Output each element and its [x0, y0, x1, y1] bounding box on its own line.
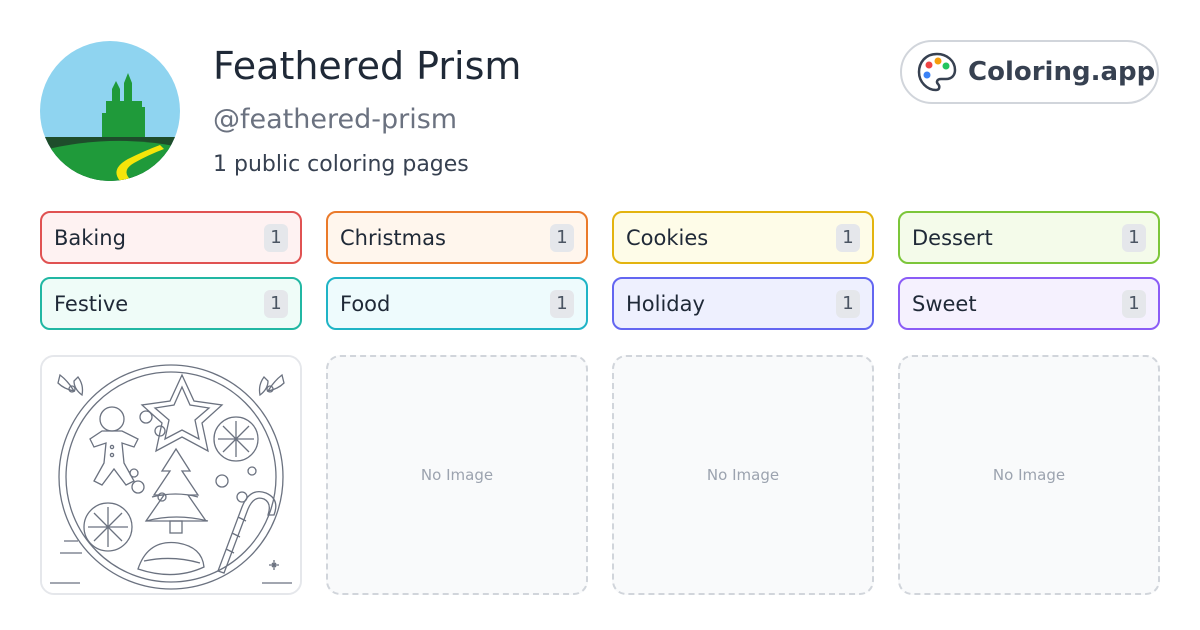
coloring-page-card[interactable]	[40, 355, 302, 595]
tag-festive[interactable]: Festive 1	[40, 277, 302, 330]
tag-label: Sweet	[912, 291, 977, 316]
tag-christmas[interactable]: Christmas 1	[326, 211, 588, 264]
palette-icon	[917, 52, 957, 92]
tag-dessert[interactable]: Dessert 1	[898, 211, 1160, 264]
profile-name: Feathered Prism	[213, 44, 522, 88]
brand-label: Coloring.app	[968, 57, 1156, 87]
no-image-label: No Image	[706, 466, 780, 484]
tag-count: 1	[264, 223, 288, 252]
christmas-cookies-coloring-page-icon	[42, 357, 300, 593]
tag-label: Food	[340, 291, 391, 316]
tag-baking[interactable]: Baking 1	[40, 211, 302, 264]
tag-sweet[interactable]: Sweet 1	[898, 277, 1160, 330]
no-image-label: No Image	[992, 466, 1066, 484]
coloring-page-card-empty[interactable]: No Image	[326, 355, 588, 595]
coloring-page-card-empty[interactable]: No Image	[898, 355, 1160, 595]
tag-label: Cookies	[626, 225, 709, 250]
tag-food[interactable]: Food 1	[326, 277, 588, 330]
tag-count: 1	[836, 289, 860, 318]
page-count: 1 public coloring pages	[213, 152, 469, 177]
tag-count: 1	[550, 289, 574, 318]
tag-count: 1	[836, 223, 860, 252]
profile-handle: @feathered-prism	[213, 104, 458, 135]
tag-label: Dessert	[912, 225, 993, 250]
tag-count: 1	[1122, 223, 1146, 252]
tag-label: Holiday	[626, 291, 705, 316]
avatar	[40, 41, 180, 181]
no-image-label: No Image	[420, 466, 494, 484]
emerald-city-icon	[40, 41, 180, 181]
tag-list: Baking 1 Christmas 1 Cookies 1 Dessert 1…	[40, 211, 1160, 330]
tag-label: Christmas	[340, 225, 446, 250]
tag-count: 1	[1122, 289, 1146, 318]
coloring-page-grid: No Image No Image No Image	[40, 355, 1160, 595]
tag-count: 1	[264, 289, 288, 318]
brand-button[interactable]: Coloring.app	[900, 40, 1159, 104]
tag-holiday[interactable]: Holiday 1	[612, 277, 874, 330]
tag-label: Festive	[54, 291, 129, 316]
coloring-page-card-empty[interactable]: No Image	[612, 355, 874, 595]
tag-count: 1	[550, 223, 574, 252]
tag-label: Baking	[54, 225, 126, 250]
tag-cookies[interactable]: Cookies 1	[612, 211, 874, 264]
